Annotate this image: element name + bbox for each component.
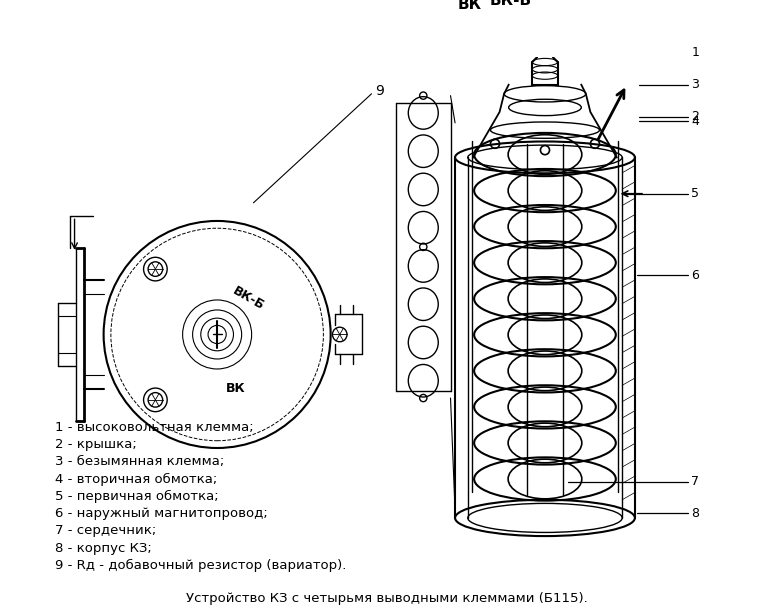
Text: 4: 4 — [691, 115, 699, 128]
Text: ВК-Б: ВК-Б — [489, 0, 531, 7]
Text: 7: 7 — [691, 475, 700, 488]
Text: Устройство КЗ с четырьмя выводными клеммами (Б115).: Устройство КЗ с четырьмя выводными клемм… — [186, 592, 587, 605]
Text: ВК: ВК — [226, 383, 245, 395]
Text: 9: 9 — [375, 84, 384, 98]
Text: 6 - наружный магнитопровод;: 6 - наружный магнитопровод; — [56, 507, 268, 520]
Text: 5 - первичная обмотка;: 5 - первичная обмотка; — [56, 490, 219, 503]
Text: 7 - сердечник;: 7 - сердечник; — [56, 524, 157, 537]
Text: 2: 2 — [691, 110, 699, 123]
Text: 1 - высоковольтная клемма;: 1 - высоковольтная клемма; — [56, 421, 254, 434]
Text: 2 - крышка;: 2 - крышка; — [56, 438, 138, 451]
Text: 8: 8 — [691, 507, 700, 520]
Text: 3 - безымянная клемма;: 3 - безымянная клемма; — [56, 455, 225, 468]
Text: 6: 6 — [691, 269, 699, 282]
Text: 4 - вторичная обмотка;: 4 - вторичная обмотка; — [56, 472, 218, 485]
Text: 1: 1 — [691, 46, 699, 60]
Text: ВК: ВК — [458, 0, 482, 12]
Text: 9 - Rд - добавочный резистор (вариатор).: 9 - Rд - добавочный резистор (вариатор). — [56, 559, 347, 572]
Text: 3: 3 — [691, 78, 699, 91]
Text: ВК-Б: ВК-Б — [231, 284, 267, 312]
Text: 8 - корпус КЗ;: 8 - корпус КЗ; — [56, 541, 152, 554]
Text: 5: 5 — [691, 187, 700, 200]
